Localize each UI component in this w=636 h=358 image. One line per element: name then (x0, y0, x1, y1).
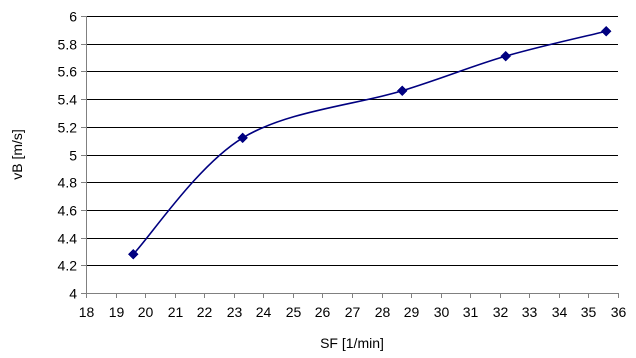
x-tick-label: 26 (315, 304, 331, 320)
x-tick-label: 18 (79, 304, 95, 320)
y-tick-label: 4.6 (58, 203, 78, 219)
y-tick-label: 5.4 (58, 92, 78, 108)
series-layer (127, 25, 612, 260)
y-tick-label: 5.2 (58, 120, 78, 136)
x-tick-label: 27 (345, 304, 361, 320)
axis-layer (81, 16, 619, 298)
y-tick-label: 5.6 (58, 64, 78, 80)
y-tick-label: 5 (69, 148, 77, 164)
x-tick-label: 21 (168, 304, 184, 320)
x-tick-label: 19 (109, 304, 125, 320)
x-tick-label: 29 (404, 304, 420, 320)
x-tick-label: 20 (138, 304, 154, 320)
series-line (132, 30, 607, 255)
data-point-marker (237, 132, 248, 144)
y-tick-label: 4 (69, 286, 77, 302)
x-tick-label: 36 (611, 304, 627, 320)
x-axis-title: SF [1/min] (320, 335, 384, 351)
data-point-marker (396, 85, 408, 97)
x-tick-label: 23 (227, 304, 243, 320)
x-tick-label: 24 (256, 304, 272, 320)
grid-layer (86, 16, 618, 266)
y-axis-title: vB [m/s] (9, 129, 25, 180)
x-tick-label: 30 (434, 304, 450, 320)
x-tick-label: 22 (197, 304, 213, 320)
y-tick-label: 5.8 (58, 37, 78, 53)
x-tick-label: 35 (581, 304, 597, 320)
y-tick-label: 4.2 (58, 258, 78, 274)
y-tick-label: 6 (69, 9, 77, 25)
y-tick-label: 4.8 (58, 175, 78, 191)
data-point-marker (127, 248, 139, 260)
x-tick-label: 33 (522, 304, 538, 320)
data-point-marker (600, 25, 612, 37)
label-layer: 4 4.2 4.4 4.6 4.8 5 5.2 5.4 5.6 5.8 6 18 19 20 21 22 23 2… (58, 9, 627, 321)
x-tick-label: 34 (552, 304, 568, 320)
data-point-marker (500, 50, 512, 62)
y-tick-label: 4.4 (58, 231, 78, 247)
x-tick-label: 25 (286, 304, 302, 320)
x-tick-label: 32 (493, 304, 509, 320)
x-tick-label: 31 (463, 304, 479, 320)
x-tick-label: 28 (375, 304, 391, 320)
